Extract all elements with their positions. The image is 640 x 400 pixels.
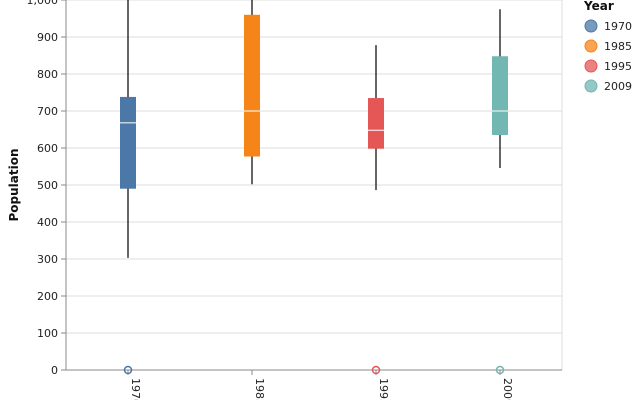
- legend-label-1970: 1970: [604, 20, 632, 33]
- x-tick-label: 1995: [377, 378, 390, 400]
- x-tick-label: 1970: [129, 378, 142, 400]
- y-tick-label: 800: [37, 68, 58, 81]
- y-tick-label: 600: [37, 142, 58, 155]
- legend-symbol-2009: [584, 79, 598, 93]
- y-tick-label: 300: [37, 253, 58, 266]
- legend-symbol-1970: [584, 19, 598, 33]
- legend-label-1995: 1995: [604, 60, 632, 73]
- y-tick-label: 0: [51, 364, 58, 377]
- box-body-1995: [368, 98, 384, 149]
- y-tick-label: 200: [37, 290, 58, 303]
- y-tick-label: 100: [37, 327, 58, 340]
- legend-item-2009: 2009: [584, 79, 632, 93]
- y-tick-label: 500: [37, 179, 58, 192]
- y-tick-label: 400: [37, 216, 58, 229]
- y-tick-label: 700: [37, 105, 58, 118]
- outlier-1970: [123, 365, 133, 375]
- legend-symbol-1995: [584, 59, 598, 73]
- legend-item-1985: 1985: [584, 39, 632, 53]
- box-1970: [120, 0, 136, 375]
- box-body-1985: [244, 14, 260, 157]
- y-tick-label: 900: [37, 31, 58, 44]
- legend-label-2009: 2009: [604, 80, 632, 93]
- legend-title: Year: [583, 0, 614, 13]
- legend-symbol-1985: [584, 39, 598, 53]
- outlier-2009: [495, 365, 505, 375]
- box-body-2009: [492, 56, 508, 136]
- legend-item-1995: 1995: [584, 59, 632, 73]
- legend-item-1970: 1970: [584, 19, 632, 33]
- y-axis-title: Population: [7, 148, 21, 221]
- legend-label-1985: 1985: [604, 40, 632, 53]
- box-1985: [244, 0, 260, 185]
- x-tick-label: 1985: [253, 378, 266, 400]
- box-1995: [368, 45, 384, 375]
- y-tick-label: 1,000: [27, 0, 59, 7]
- outlier-1995: [371, 365, 381, 375]
- x-tick-label: 2009: [501, 378, 514, 400]
- box-2009: [492, 9, 508, 375]
- box-body-1970: [120, 96, 136, 189]
